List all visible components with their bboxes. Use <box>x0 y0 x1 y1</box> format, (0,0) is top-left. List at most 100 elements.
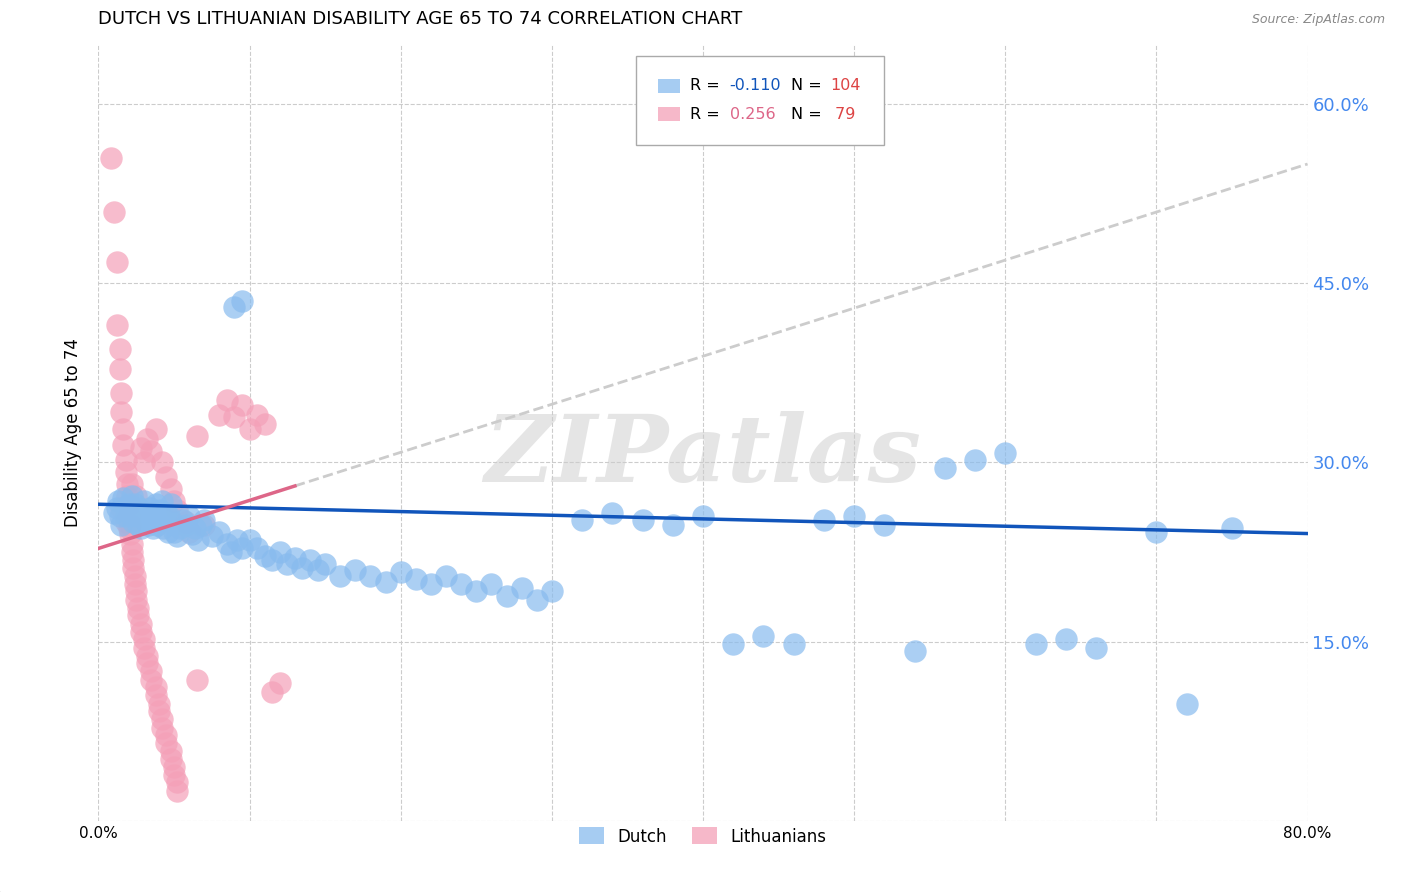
Lithuanians <box>163 768 186 782</box>
Dutch <box>127 517 149 532</box>
Dutch <box>201 529 224 543</box>
Lithuanians <box>114 465 136 479</box>
Dutch <box>150 493 173 508</box>
Lithuanians <box>114 453 136 467</box>
Lithuanians <box>121 536 143 550</box>
Text: -0.110: -0.110 <box>730 78 782 94</box>
Lithuanians <box>160 744 183 758</box>
Lithuanians <box>110 405 132 419</box>
Dutch <box>329 569 352 583</box>
Dutch <box>571 513 593 527</box>
Dutch <box>231 294 253 309</box>
Dutch <box>156 524 179 539</box>
Dutch <box>181 527 204 541</box>
FancyBboxPatch shape <box>637 56 884 145</box>
Dutch <box>224 300 246 314</box>
Lithuanians <box>108 342 131 356</box>
Dutch <box>148 509 170 524</box>
Lithuanians <box>121 545 143 559</box>
Lithuanians <box>132 632 155 647</box>
Dutch <box>1085 640 1108 655</box>
Lithuanians <box>269 676 291 690</box>
Lithuanians <box>166 775 188 789</box>
Lithuanians <box>239 422 262 436</box>
Dutch <box>1175 697 1198 711</box>
Dutch <box>299 553 322 567</box>
Dutch <box>108 509 131 524</box>
Dutch <box>1144 524 1167 539</box>
Dutch <box>163 524 186 539</box>
Dutch <box>374 574 396 589</box>
Dutch <box>103 506 125 520</box>
Lithuanians <box>132 455 155 469</box>
Dutch <box>134 513 156 527</box>
Dutch <box>1054 632 1077 647</box>
Dutch <box>965 453 987 467</box>
Dutch <box>143 513 166 527</box>
Lithuanians <box>135 656 157 670</box>
Text: N =: N = <box>792 107 827 122</box>
Lithuanians <box>110 500 132 515</box>
Dutch <box>420 577 443 591</box>
Lithuanians <box>179 524 201 539</box>
Y-axis label: Disability Age 65 to 74: Disability Age 65 to 74 <box>65 338 83 527</box>
Lithuanians <box>108 362 131 376</box>
Dutch <box>631 513 654 527</box>
Dutch <box>122 515 145 529</box>
Lithuanians <box>141 665 163 679</box>
Dutch <box>405 573 427 587</box>
Dutch <box>149 503 172 517</box>
Lithuanians <box>135 432 157 446</box>
Dutch <box>262 553 284 567</box>
Lithuanians <box>120 527 142 541</box>
Dutch <box>934 461 956 475</box>
Lithuanians <box>253 417 276 432</box>
Dutch <box>215 536 238 550</box>
Lithuanians <box>105 318 128 333</box>
Lithuanians <box>145 422 167 436</box>
Dutch <box>105 500 128 515</box>
Dutch <box>187 533 209 547</box>
Lithuanians <box>129 441 152 455</box>
Dutch <box>344 563 367 577</box>
Dutch <box>307 563 329 577</box>
Dutch <box>495 589 517 603</box>
Text: Source: ZipAtlas.com: Source: ZipAtlas.com <box>1251 13 1385 27</box>
Lithuanians <box>111 422 134 436</box>
Dutch <box>1220 521 1243 535</box>
Dutch <box>291 560 314 574</box>
Dutch <box>602 506 624 520</box>
Lithuanians <box>125 584 148 599</box>
Text: R =: R = <box>690 78 724 94</box>
Dutch <box>904 644 927 658</box>
Lithuanians <box>155 736 177 750</box>
Dutch <box>450 577 472 591</box>
Lithuanians <box>122 560 145 574</box>
Dutch <box>179 509 201 524</box>
Dutch <box>231 541 253 556</box>
Lithuanians <box>125 489 148 503</box>
Dutch <box>314 557 336 571</box>
Lithuanians <box>125 592 148 607</box>
Dutch <box>120 506 142 520</box>
Lithuanians <box>231 398 253 412</box>
Lithuanians <box>174 515 197 529</box>
Lithuanians <box>145 680 167 694</box>
Dutch <box>783 637 806 651</box>
Dutch <box>132 493 155 508</box>
Dutch <box>692 509 714 524</box>
Dutch <box>465 584 488 599</box>
Dutch <box>174 517 197 532</box>
Dutch <box>114 509 136 524</box>
Dutch <box>813 513 835 527</box>
Dutch <box>107 493 129 508</box>
Dutch <box>135 509 157 524</box>
Dutch <box>434 569 457 583</box>
Dutch <box>125 509 148 524</box>
Dutch <box>162 515 184 529</box>
Dutch <box>276 557 298 571</box>
Lithuanians <box>262 684 284 698</box>
Lithuanians <box>115 489 138 503</box>
Dutch <box>129 521 152 535</box>
Dutch <box>152 521 174 535</box>
